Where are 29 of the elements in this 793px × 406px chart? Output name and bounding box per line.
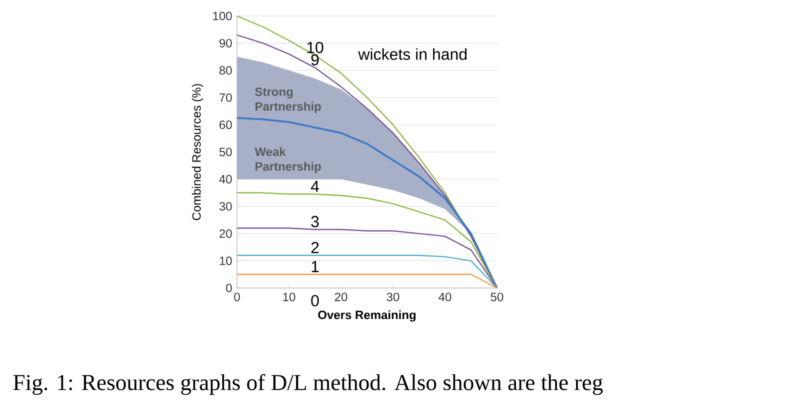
x-tick-label: 40 (438, 292, 452, 302)
y-tick-label: 100 (213, 12, 232, 20)
series-label: 4 (310, 180, 319, 192)
x-tick-label: 20 (334, 292, 348, 302)
y-tick-label: 0 (226, 284, 232, 292)
y-tick-label: 40 (219, 174, 232, 184)
series-label: 2 (311, 242, 319, 254)
y-axis-title: Combined Resources (%) (192, 84, 204, 220)
y-tick-label: 60 (220, 120, 232, 130)
y-tick-label: 20 (220, 229, 232, 238)
series-label: 1 (312, 261, 319, 272)
annotation: wickets in hand (358, 48, 467, 60)
x-tick-label: 30 (386, 292, 400, 302)
y-tick-label: 90 (220, 38, 232, 48)
series-label: 3 (311, 216, 319, 228)
series-label: 10 (307, 42, 324, 54)
x-tick-label: 10 (283, 292, 296, 302)
y-tick-label: 10 (220, 256, 232, 266)
y-tick-label: 80 (219, 66, 232, 75)
x-tick-label: 50 (490, 292, 504, 302)
x-axis-title: Overs Remaining (318, 310, 416, 322)
annotation: Weak Partnership (254, 147, 321, 174)
y-tick-label: 30 (219, 202, 232, 211)
y-tick-label: 70 (220, 93, 232, 102)
annotation: Strong Partnership (255, 88, 321, 114)
series-label: 9 (311, 54, 319, 66)
y-tick-label: 50 (219, 148, 232, 156)
x-tick-label: 0 (234, 292, 240, 302)
caption: Fig. 1: Resources graphs of D/L method. Also shown are the reg (13, 374, 603, 395)
